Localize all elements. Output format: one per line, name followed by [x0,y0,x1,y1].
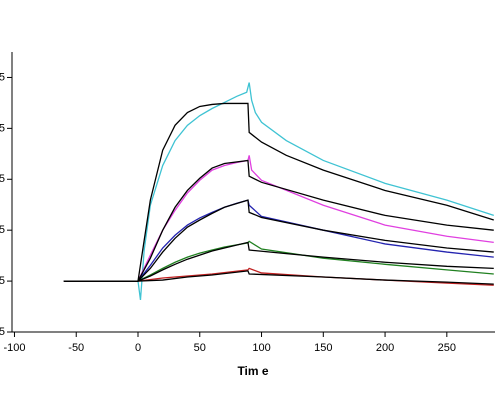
y-tick-label: 5 [0,173,5,185]
sensorgram-line [63,159,494,282]
sensorgram-line [63,270,494,285]
sensorgram-line [63,267,494,286]
x-tick-label: 250 [438,342,456,354]
sensorgram-line [63,199,494,282]
sensorgram-line [63,102,494,282]
x-axis-label: Tim e [237,364,268,378]
y-tick-label: 5 [0,122,5,134]
sensorgram-line [63,241,494,282]
y-tick-label: 5 [0,275,5,287]
y-tick-label: 5 [0,326,5,338]
sensorgram-line [63,240,494,282]
x-tick-label: 100 [252,342,270,354]
x-tick-label: 0 [135,342,141,354]
x-tick-label: -100 [3,342,25,354]
x-tick-label: 150 [314,342,332,354]
x-tick-label: 200 [376,342,394,354]
sensorgram-line [63,155,494,282]
sensorgram-line [63,82,494,301]
y-tick-label: 5 [0,71,5,83]
x-tick-label: -50 [68,342,84,354]
x-tick-label: 50 [194,342,206,354]
y-tick-label: 5 [0,224,5,236]
